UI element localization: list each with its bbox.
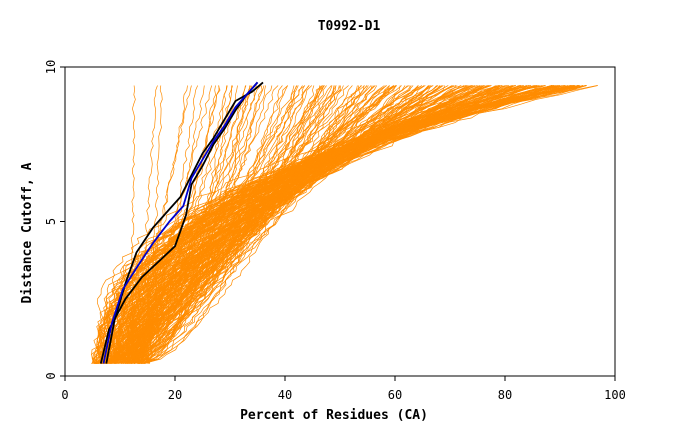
chart-title: T0992-D1 [318, 19, 381, 34]
model-curve [118, 85, 586, 364]
model-curve [125, 85, 575, 364]
y-tick-label: 5 [44, 218, 58, 225]
y-axis-label: Distance Cutoff, A [20, 162, 35, 303]
model-curve [110, 85, 587, 364]
x-tick-label: 0 [61, 388, 68, 402]
model-curve [96, 85, 572, 364]
x-tick-label: 20 [168, 388, 182, 402]
model-curve [147, 85, 576, 364]
x-tick-label: 40 [278, 388, 292, 402]
model-curve [134, 85, 541, 364]
model-curve [94, 85, 580, 364]
x-axis-label: Percent of Residues (CA) [240, 408, 428, 423]
model-curve [138, 85, 583, 364]
model-curve [102, 85, 522, 364]
model-curve [115, 85, 509, 364]
model-curve [147, 85, 390, 364]
x-tick-label: 60 [388, 388, 402, 402]
highlighted-model-curves [99, 81, 264, 364]
model-curve [137, 85, 387, 364]
model-curve [127, 85, 469, 364]
y-axis-ticks: 0 5 10 [44, 60, 65, 380]
x-tick-label: 100 [604, 388, 626, 402]
model-curve [135, 85, 579, 364]
highlight-black-b-line [105, 81, 264, 364]
highlight-black-a-line [99, 81, 259, 364]
y-tick-label: 0 [44, 372, 58, 379]
model-curve [124, 85, 587, 364]
highlight-blue-line [102, 81, 259, 364]
model-curve [124, 85, 252, 364]
x-tick-label: 80 [498, 388, 512, 402]
model-curve [142, 85, 579, 364]
model-curve [105, 85, 565, 364]
y-tick-label: 10 [44, 60, 58, 74]
model-curve [125, 85, 516, 364]
model-curve [138, 85, 574, 364]
model-curve [114, 85, 587, 364]
model-curve [129, 85, 397, 364]
background-model-curves [90, 85, 598, 364]
model-curve [142, 85, 360, 364]
x-axis-ticks: 0 20 40 60 80 100 [61, 376, 626, 402]
